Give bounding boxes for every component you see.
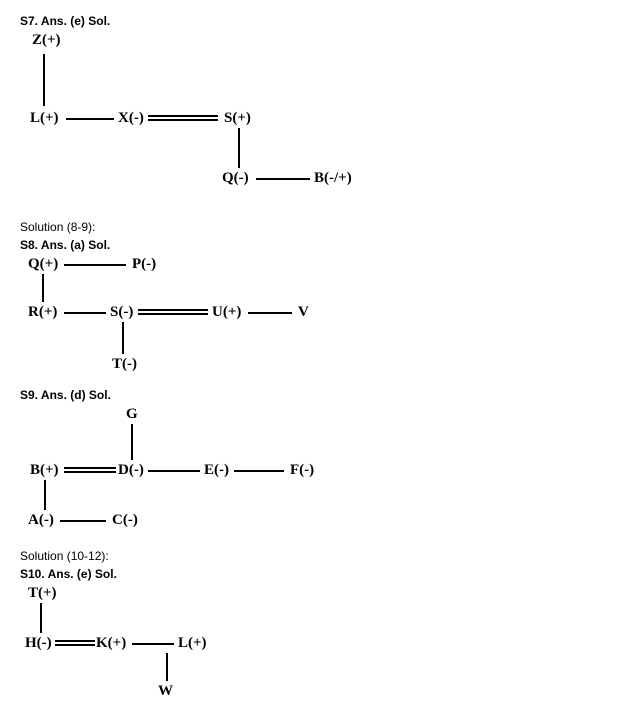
edge-B-D: [64, 467, 116, 473]
node-U: U(+): [212, 304, 241, 321]
s10-heading: S10. Ans. (e) Sol.: [20, 567, 621, 581]
s8-heading: S8. Ans. (a) Sol.: [20, 238, 621, 252]
edge-R-S: [64, 312, 106, 314]
node-W: W: [158, 683, 173, 700]
s9-diagram: G B(+) D(-) E(-) F(-) A(-) C(-): [20, 406, 621, 541]
node-T: T(+): [28, 585, 57, 602]
node-Z: Z(+): [32, 32, 61, 49]
group-89-heading: Solution (8-9):: [20, 220, 621, 234]
node-S: S(-): [110, 304, 133, 321]
edge-T-H: [40, 603, 42, 633]
node-E: E(-): [204, 462, 229, 479]
edge-B-A: [44, 480, 46, 510]
edge-S-Q: [238, 128, 240, 168]
edge-U-V: [248, 312, 292, 314]
node-L: L(+): [178, 635, 207, 652]
s10-diagram: T(+) H(-) K(+) L(+) W: [20, 585, 621, 705]
edge-G-D: [131, 424, 133, 460]
edge-Q-R: [42, 274, 44, 302]
edge-L-X: [66, 118, 114, 120]
s8-diagram: Q(+) P(-) R(+) S(-) U(+) V T(-): [20, 256, 621, 384]
node-Q: Q(-): [222, 170, 249, 187]
node-V: V: [298, 304, 309, 321]
node-F: F(-): [290, 462, 314, 479]
edge-Q-B: [256, 178, 310, 180]
node-B: B(-/+): [314, 170, 352, 187]
node-T: T(-): [112, 356, 137, 373]
edge-S-U: [138, 309, 208, 315]
node-G: G: [126, 406, 138, 423]
node-D: D(-): [118, 462, 144, 479]
s9-heading: S9. Ans. (d) Sol.: [20, 388, 621, 402]
edge-Q-P: [64, 264, 126, 266]
node-S: S(+): [224, 110, 251, 127]
node-R: R(+): [28, 304, 57, 321]
node-L: L(+): [30, 110, 59, 127]
s7-heading: S7. Ans. (e) Sol.: [20, 14, 621, 28]
edge-E-F: [234, 470, 284, 472]
node-K: K(+): [96, 635, 126, 652]
node-P: P(-): [132, 256, 156, 273]
edge-S-T: [122, 322, 124, 354]
edge-Z-L: [43, 54, 45, 106]
edge-X-S: [148, 115, 218, 121]
node-C: C(-): [112, 512, 138, 529]
edge-A-C: [60, 520, 106, 522]
edge-K-L: [132, 643, 174, 645]
node-A: A(-): [28, 512, 54, 529]
edge-H-K: [55, 640, 95, 646]
node-B: B(+): [30, 462, 59, 479]
node-X: X(-): [118, 110, 144, 127]
edge-D-E: [148, 470, 200, 472]
node-H: H(-): [25, 635, 52, 652]
node-Q: Q(+): [28, 256, 58, 273]
edge-L-W: [166, 653, 168, 681]
s7-diagram: Z(+) L(+) X(-) S(+) Q(-) B(-/+): [20, 32, 621, 212]
group-1012-heading: Solution (10-12):: [20, 549, 621, 563]
